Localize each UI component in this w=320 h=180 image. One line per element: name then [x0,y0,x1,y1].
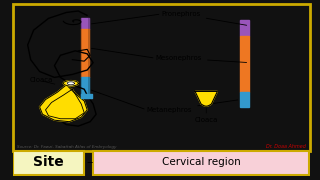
FancyBboxPatch shape [13,151,84,175]
Polygon shape [195,91,217,106]
Bar [240,36,249,92]
Text: Cloaca: Cloaca [29,77,52,83]
Text: –: – [86,156,93,169]
Text: Metanephros: Metanephros [147,100,238,113]
Text: Cloaca: Cloaca [195,117,218,123]
Text: Pronephros: Pronephros [162,11,247,25]
Text: Dr. Doaa Ahmed: Dr. Doaa Ahmed [266,143,306,148]
FancyBboxPatch shape [93,151,309,175]
Text: Mesonephros: Mesonephros [156,55,247,62]
Polygon shape [63,81,78,86]
Bar [240,20,249,36]
Bar [240,92,249,107]
Text: Source: Dr. Fawzi- Sabattah Atlas of Embryology: Source: Dr. Fawzi- Sabattah Atlas of Emb… [17,145,117,148]
Text: Cervical region: Cervical region [163,157,241,167]
Polygon shape [67,82,75,85]
Text: Site: Site [33,155,64,169]
Polygon shape [45,89,84,119]
Polygon shape [40,85,87,122]
